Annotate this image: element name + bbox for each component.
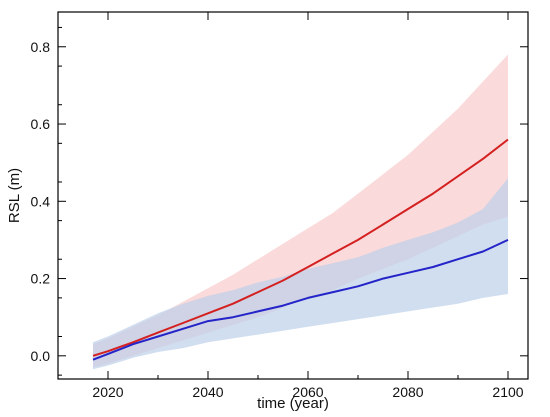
series-2-line <box>92 238 509 361</box>
y-tick-label: 0.8 <box>31 39 51 55</box>
x-tick-label: 2020 <box>92 384 123 400</box>
y-tick-label: 0.0 <box>31 348 51 364</box>
x-tick-label: 2060 <box>292 384 323 400</box>
y-tick-label: 0.4 <box>31 193 51 209</box>
x-tick-label: 2040 <box>192 384 223 400</box>
y-axis-ticks: 0.0 0.2 0.4 0.6 0.8 <box>31 26 528 376</box>
plot-frame <box>57 11 529 380</box>
y-axis-label: RSL (m) <box>6 168 23 223</box>
y-tick-label: 0.6 <box>31 116 51 132</box>
y-tick-label: 0.2 <box>31 271 51 287</box>
series-lines <box>92 138 509 361</box>
series-2-band <box>93 178 508 370</box>
series-1-line <box>92 138 509 357</box>
x-tick-label: 2080 <box>392 384 423 400</box>
x-axis-ticks: 2020 2040 2060 2080 2100 <box>57 12 524 400</box>
uncertainty-bands <box>93 54 508 370</box>
x-axis-label: time (year) <box>257 395 329 412</box>
x-tick-label: 2100 <box>492 384 523 400</box>
